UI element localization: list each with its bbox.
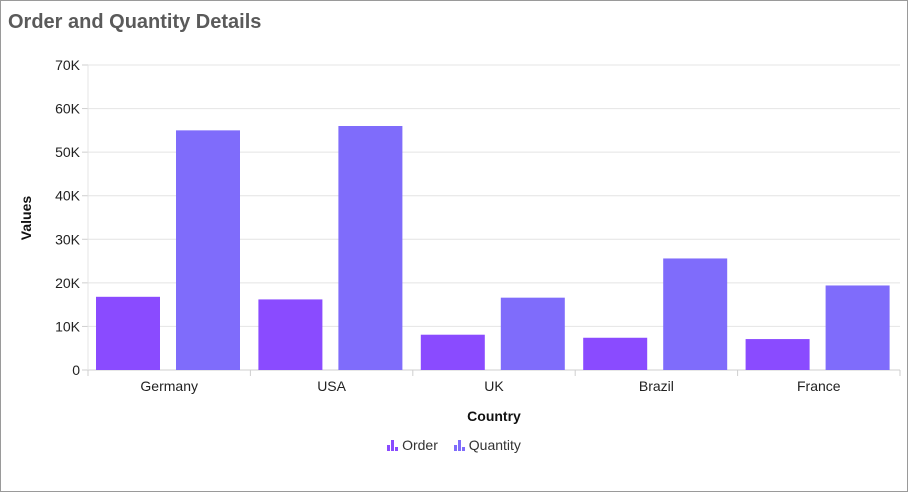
- legend: Order Quantity: [0, 437, 908, 454]
- bar-chart-icon: [453, 439, 465, 451]
- y-tick-label: 70K: [55, 57, 81, 73]
- y-tick-label: 50K: [55, 144, 81, 160]
- bar-chart-icon: [387, 439, 399, 451]
- y-tick-label: 40K: [55, 188, 81, 204]
- legend-item-quantity[interactable]: Quantity: [453, 437, 521, 453]
- legend-label-quantity: Quantity: [468, 437, 521, 453]
- bar-order-brazil[interactable]: [583, 337, 648, 370]
- x-tick-label: USA: [317, 378, 346, 394]
- chart-title: Order and Quantity Details: [8, 11, 262, 33]
- y-tick-label: 20K: [55, 275, 81, 291]
- y-tick-label: 0: [72, 362, 80, 378]
- x-axis-ticks: Germany USA UK Brazil France: [87, 370, 901, 394]
- y-tick-label: 60K: [55, 101, 81, 117]
- x-tick-label: France: [797, 378, 841, 394]
- y-tick-label: 30K: [55, 231, 81, 247]
- x-tick-label: Brazil: [639, 378, 674, 394]
- y-tick-label: 10K: [55, 318, 81, 334]
- y-axis-title: Values: [18, 196, 34, 241]
- bar-order-usa[interactable]: [258, 299, 323, 370]
- bars: [96, 126, 890, 370]
- legend-item-order[interactable]: Order: [387, 437, 438, 453]
- y-axis-ticks: 0 10K 20K 30K 40K 50K 60K 70K: [55, 57, 81, 378]
- bar-order-france[interactable]: [745, 339, 810, 370]
- x-tick-label: UK: [484, 378, 504, 394]
- x-axis-title: Country: [467, 408, 521, 424]
- bar-quantity-brazil[interactable]: [663, 258, 728, 370]
- bar-order-uk[interactable]: [420, 334, 485, 370]
- bar-quantity-france[interactable]: [825, 285, 890, 370]
- bar-quantity-uk[interactable]: [500, 297, 565, 370]
- x-tick-label: Germany: [140, 378, 198, 394]
- bar-quantity-usa[interactable]: [338, 126, 403, 370]
- legend-label-order: Order: [402, 437, 438, 453]
- bar-quantity-germany[interactable]: [176, 130, 240, 370]
- bar-order-germany[interactable]: [96, 296, 160, 370]
